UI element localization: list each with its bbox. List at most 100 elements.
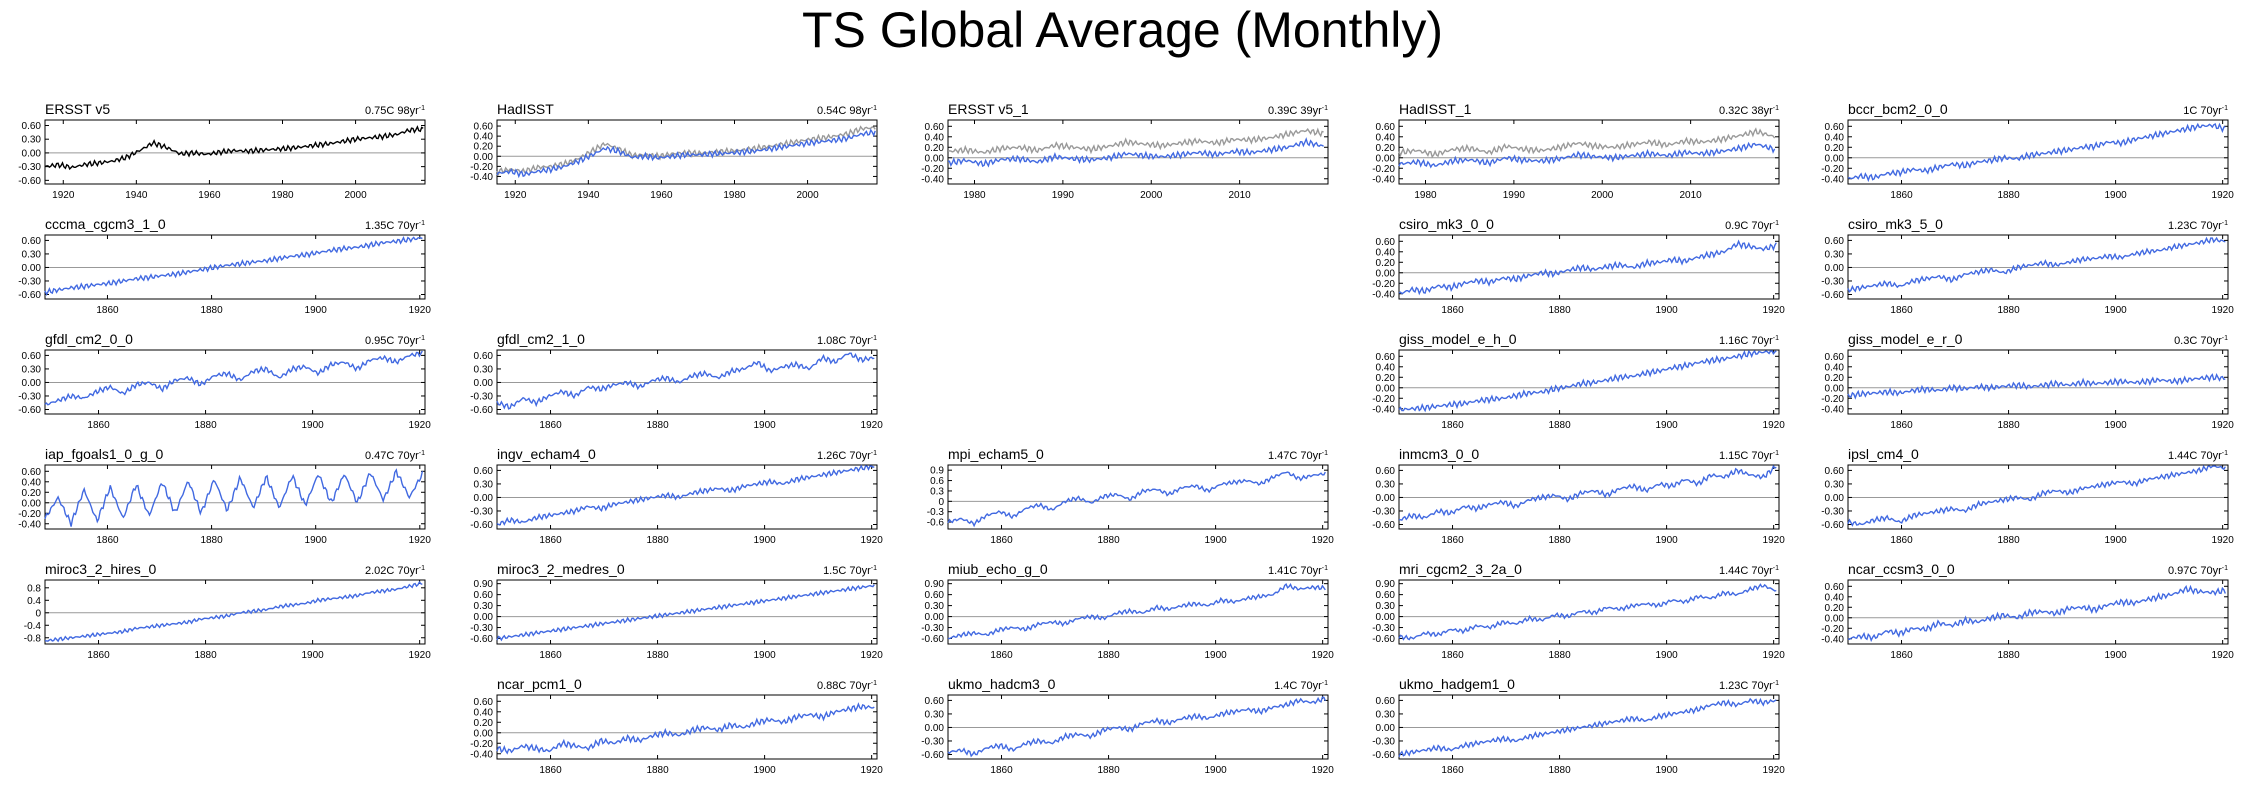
panel-title: ukmo_hadgem1_0 [1399, 676, 1515, 692]
y-tick-label: -0.60 [1372, 750, 1395, 761]
y-tick-label: 0.40 [1825, 592, 1845, 603]
trend-label: 1C 70yr-1 [2183, 105, 2228, 117]
y-tick-label: -0.60 [470, 405, 493, 416]
y-tick-label: -0.40 [1372, 174, 1395, 185]
trend-sup: -1 [2222, 220, 2228, 227]
y-tick-label: -0.20 [1821, 164, 1844, 175]
trend-sup: -1 [2222, 105, 2228, 112]
panel-title: ncar_ccsm3_0_0 [1848, 561, 1955, 577]
x-tick-label: 1880 [1097, 765, 1120, 776]
y-tick-label: 0.60 [925, 590, 945, 601]
y-tick-label: 0.60 [22, 236, 42, 247]
y-tick-label: -0.6 [927, 518, 945, 529]
y-tick-label: 0.00 [474, 728, 494, 739]
trend-label: 1.23C 70yr-1 [2168, 220, 2228, 232]
x-tick-label: 1940 [125, 190, 148, 201]
panel-csiro-mk3-0-0: csiro_mk3_0_0 0.9C 70yr-1 0.600.400.200.00… [1372, 216, 1785, 316]
panel-title: miub_echo_g_0 [948, 561, 1048, 577]
series-line-model [1847, 584, 2226, 643]
x-tick-label: 1920 [409, 305, 432, 316]
series-line-model [1398, 583, 1777, 641]
x-tick-label: 1900 [753, 420, 776, 431]
trend-sup: -1 [871, 450, 877, 457]
plot-frame [496, 694, 878, 760]
y-tick-label: -0.8 [24, 633, 42, 644]
x-tick-label: 1900 [753, 535, 776, 546]
trend-sup: -1 [1773, 220, 1779, 227]
trend-sup: -1 [871, 680, 877, 687]
x-tick-label: 1900 [305, 305, 328, 316]
x-tick-label: 1900 [1655, 420, 1678, 431]
y-tick-label: 0.20 [1825, 373, 1845, 384]
y-tick-label: 0.60 [22, 351, 42, 362]
y-tick-label: 0.60 [474, 590, 494, 601]
y-tick-label: 0.00 [22, 498, 42, 509]
y-tick-label: 0.60 [474, 122, 494, 133]
plot-frame [947, 119, 1329, 185]
panel-miroc3-2-hires-0: miroc3_2_hires_0 2.02C 70yr-10.80.40-0.4-… [24, 561, 431, 661]
y-tick-label: 0.20 [1825, 603, 1845, 614]
y-tick-label: 0.20 [474, 142, 494, 153]
trend-sup: -1 [1773, 680, 1779, 687]
panel-iap-fgoals1-0-g-0: iap_fgoals1_0_g_0 0.47C 70yr-1 0.600.400.2… [18, 446, 431, 546]
x-tick-label: 1860 [1890, 535, 1913, 546]
x-tick-label: 1880 [646, 535, 669, 546]
y-tick-label: 0.40 [22, 477, 42, 488]
x-tick-label: 1860 [990, 650, 1013, 661]
trend-label: 0.47C 70yr-1 [365, 450, 425, 462]
y-tick-label: 0.00 [474, 493, 494, 504]
x-tick-label: 1980 [271, 190, 294, 201]
x-tick-label: 1880 [1548, 765, 1571, 776]
y-tick-label: 0.00 [1825, 263, 1845, 274]
series-line-model [947, 471, 1326, 528]
x-tick-label: 1860 [87, 420, 110, 431]
panel-bccr-bcm2-0-0: bccr_bcm2_0_0 1C 70yr-10.600.400.200.00-0… [1821, 101, 2234, 201]
panel-title: giss_model_e_r_0 [1848, 331, 1963, 347]
series-line-hadisst [496, 128, 876, 179]
x-tick-label: 2000 [1140, 190, 1163, 201]
y-tick-label: -0.40 [470, 172, 493, 183]
panel-giss-model-e-h-0: giss_model_e_h_0 1.16C 70yr-1 0.600.400.20… [1372, 331, 1785, 431]
y-tick-label: 0.30 [22, 135, 42, 146]
panel-title: ERSST v5_1 [948, 101, 1029, 117]
x-tick-label: 1920 [861, 765, 884, 776]
y-tick-label: 0.60 [1376, 122, 1396, 133]
y-tick-label: -0.4 [24, 621, 42, 632]
y-tick-label: -0.60 [1372, 520, 1395, 531]
x-tick-label: 2010 [1680, 190, 1703, 201]
y-tick-label: -0.3 [927, 507, 945, 518]
panel-ersst-v5-1: ERSST v5_1 0.39C 39yr-10.600.400.200.00-0… [921, 101, 1329, 201]
y-tick-label: 0.90 [1376, 579, 1396, 590]
y-tick-label: 0.60 [1825, 466, 1845, 477]
x-tick-label: 1920 [2212, 420, 2235, 431]
series-line-model [496, 464, 875, 526]
y-tick-label: 0.30 [925, 601, 945, 612]
y-tick-label: 0.30 [1376, 709, 1396, 720]
series-line-model [1398, 349, 1777, 413]
panel-inmcm3-0-0: inmcm3_0_0 1.15C 70yr-1 0.60 0.30 0.00 -0.30 -… [1372, 446, 1785, 546]
x-tick-label: 1860 [539, 535, 562, 546]
trend-sup: -1 [871, 105, 877, 112]
y-tick-label: -0.30 [1372, 736, 1395, 747]
panel-title: HadISST [497, 101, 554, 117]
y-tick-label: 0.60 [1825, 582, 1845, 593]
series-line-model [1398, 141, 1776, 169]
y-tick-label: 0.40 [1376, 362, 1396, 373]
y-tick-label: 0.00 [1825, 493, 1845, 504]
x-tick-label: 1920 [1763, 650, 1786, 661]
x-tick-label: 1980 [1414, 190, 1437, 201]
x-tick-label: 1880 [200, 305, 223, 316]
y-tick-label: -0.20 [921, 164, 944, 175]
trend-sup: -1 [1773, 105, 1779, 112]
series-line-model [947, 696, 1326, 758]
x-tick-label: 1960 [198, 190, 221, 201]
x-tick-label: 1900 [2104, 650, 2127, 661]
y-tick-label: -0.20 [1372, 279, 1395, 290]
trend-label: 0.9C 70yr-1 [1725, 220, 1779, 232]
y-tick-label: 0.60 [474, 351, 494, 362]
series-line-model [44, 580, 423, 643]
x-tick-label: 1880 [1997, 305, 2020, 316]
y-tick-label: -0.30 [1821, 506, 1844, 517]
y-tick-label: 0.8 [27, 583, 41, 594]
x-tick-label: 1860 [96, 305, 119, 316]
